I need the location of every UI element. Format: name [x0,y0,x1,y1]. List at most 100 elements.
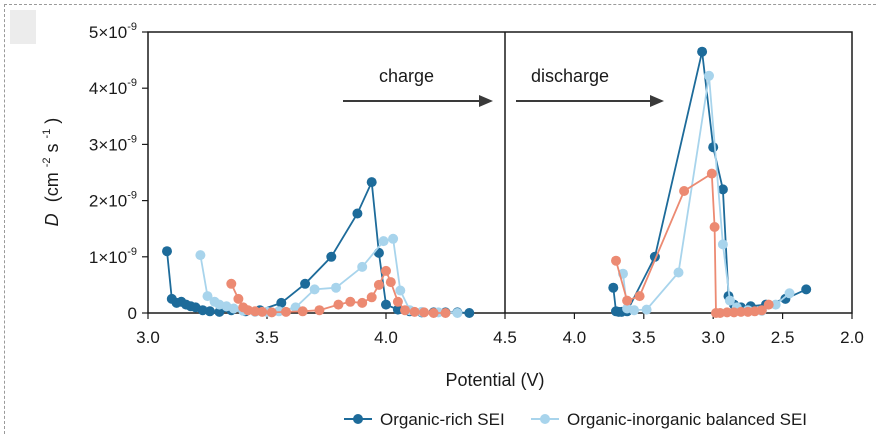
y-tick-label-base-2: 2×10 [89,192,127,211]
charge-series-2-point-12 [357,297,368,308]
charge-series-2-point-6 [266,307,277,318]
plot-area: 01×10-92×10-93×10-94×10-95×10-93.0 3.5 4.0… [89,21,864,347]
y-tick-label-base-4: 4×10 [89,79,127,98]
y-tick-label-base-1: 1×10 [89,248,127,267]
y-axis-label-open: (cm [42,172,62,202]
charge-series-2-point-13 [366,292,377,303]
charge-x-tick-label-1: 3.5 [255,328,279,347]
charge-arrowhead [479,95,493,107]
charge-annotation: charge [379,66,434,86]
charge-series-line-0 [166,178,470,314]
y-axis-label-exp1: -2 [41,158,53,168]
discharge-arrowhead [650,95,664,107]
discharge-series-2-point-10 [736,306,746,317]
y-axis-label: D (cm -2 s -1 ) [34,118,62,227]
legend: Organic-rich SEI Organic-inorganic balanc… [344,410,807,429]
y-axis-label-exp2: -1 [41,129,53,139]
discharge-series-0-point-8 [717,184,728,195]
charge-series-2-point-1 [233,293,244,304]
charge-series-2-point-19 [409,306,420,317]
charge-series-0-point-19 [381,299,391,310]
y-tick-label-4: 4×10-9 [89,77,137,98]
discharge-series-1-point-2 [629,305,640,316]
y-tick-label-3: 3×10-9 [89,133,137,154]
discharge-series-2-point-14 [763,299,774,310]
legend-marker-1 [540,414,550,424]
charge-series-1-point-11 [309,284,320,295]
charge-x-tick-label-3: 4.5 [493,328,517,347]
y-axis-label-close: ) [42,118,62,124]
charge-series-2-point-8 [297,306,308,317]
charge-series-2-point-22 [440,308,451,318]
y-tick-label-5: 5×10-9 [89,21,137,42]
y-tick-label-1: 1×10-9 [89,246,137,267]
y-tick-label-base-0: 0 [128,304,137,323]
x-axis-label: Potential (V) [445,370,544,390]
charge-series-2-point-18 [400,305,410,316]
charge-series-2-point-9 [314,305,325,316]
y-tick-label-base-5: 5×10 [89,23,127,42]
y-tick-label-2: 2×10-9 [89,190,137,211]
charge-series-0-point-14 [300,278,311,289]
discharge-x-tick-label-3: 3.0 [701,328,725,347]
charge-series-2-point-11 [345,296,356,307]
legend-label-0: Organic-rich SEI [380,410,505,429]
discharge-series-2 [611,168,774,318]
frame-border-top [4,4,876,5]
discharge-series-1-point-5 [704,70,714,81]
charge-series-1-point-16 [395,285,406,296]
charge-series-2-point-16 [385,277,396,288]
discharge-series-2-point-4 [706,168,717,179]
discharge-series-1-point-7 [724,295,735,306]
annotation-layer: charge discharge [343,66,664,107]
charge-series-2-point-14 [373,279,384,290]
series-layer [162,46,812,318]
charge-series-0-point-0 [162,246,172,257]
corner-placeholder [10,10,36,44]
discharge-series-1-point-6 [717,239,728,250]
plot-frame [147,31,853,314]
charge-series-0-point-18 [373,247,384,258]
charge-series-1-point-1 [202,291,213,302]
discharge-series-2-point-1 [622,295,633,306]
y-axis-label-mid: s [42,143,62,152]
discharge-x-tick-label-5: 2.0 [840,328,864,347]
discharge-series-1-point-4 [673,267,684,278]
discharge-series-1-point-11 [770,299,781,310]
frame-border-left [4,4,5,434]
legend-marker-0 [353,414,363,424]
discharge-series-0-point-0 [608,282,619,293]
charge-series-0-point-15 [326,251,337,262]
charge-series-1 [195,233,463,318]
discharge-series-2-point-8 [722,307,733,318]
charge-series-1-point-12 [331,282,341,293]
discharge-x-tick-label-1: 4.0 [563,328,587,347]
axis-labels: Potential (V) D (cm -2 s -1 ) [34,118,545,390]
charge-series-2-point-17 [392,296,403,307]
charge-series-2 [226,265,451,318]
charge-series-0-point-13 [276,297,287,308]
discharge-series-0-point-15 [801,284,812,295]
y-tick-label-exp-1: -9 [127,246,137,258]
charge-series-0-point-16 [352,208,363,219]
discharge-series-2-point-2 [634,291,645,302]
charge-series-1-point-15 [388,233,399,244]
charge-series-2-point-7 [281,306,291,317]
legend-label-1: Organic-inorganic balanced SEI [567,410,807,429]
y-tick-label-exp-2: -9 [127,190,137,202]
charge-series-1-point-0 [195,250,206,261]
charge-series-1-point-14 [378,236,389,247]
discharge-series-1-point-12 [784,288,795,299]
y-tick-label-base-3: 3×10 [89,135,127,154]
charge-series-0-point-9 [214,306,225,317]
discharge-series-0-point-6 [697,46,708,57]
charge-series-0-point-17 [366,177,377,188]
y-axis-label-variable: D [42,213,62,226]
discharge-x-tick-label-2: 3.5 [632,328,656,347]
discharge-series-2-point-3 [679,186,690,196]
charge-series-0-point-26 [464,308,475,318]
charge-series-2-point-21 [428,308,439,318]
charge-series-0-point-8 [204,306,215,317]
y-tick-label-exp-3: -9 [127,133,137,145]
